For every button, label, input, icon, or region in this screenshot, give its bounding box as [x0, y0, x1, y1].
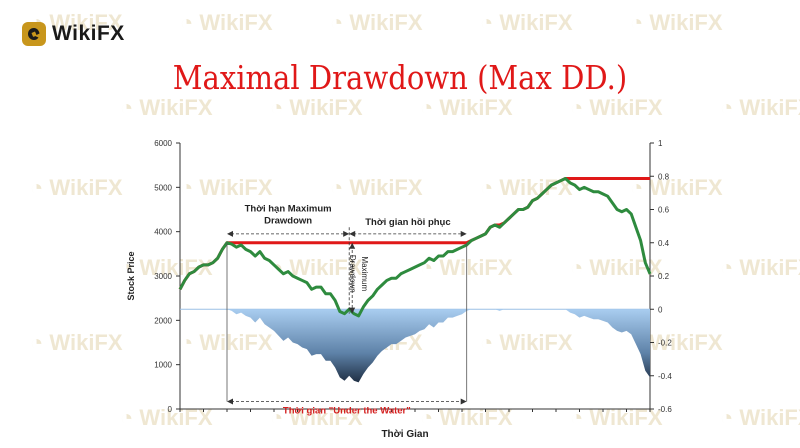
- watermark-text: ◔ WikiFX: [30, 175, 123, 200]
- y-axis-label: Stock Price: [126, 251, 136, 300]
- page-title: Maximal Drawdown (Max DD.): [172, 58, 628, 97]
- y2-tick-label: 1: [658, 139, 663, 148]
- watermark-text: ◔ WikiFX: [480, 175, 573, 200]
- y2-tick-label: 0: [658, 305, 663, 314]
- y-tick-label: 2000: [154, 316, 172, 325]
- watermark-text: ◔ WikiFX: [270, 95, 363, 120]
- y2-tick-label: 0.8: [658, 172, 670, 181]
- max-dd-arrow-head-top: [349, 242, 356, 249]
- watermark-text: ◔ WikiFX: [270, 255, 363, 280]
- y2-tick-label: 0.4: [658, 239, 670, 248]
- y2-tick-label: -0.2: [658, 339, 672, 348]
- watermark-text: ◔ WikiFX: [630, 10, 723, 35]
- underwater-arrow-head-right: [460, 398, 467, 405]
- max-dd-arrow-head-bottom: [349, 307, 356, 314]
- max-dd-period-arrow-head-right: [343, 230, 350, 237]
- watermark-text: ◔ WikiFX: [180, 175, 273, 200]
- y2-tick-label: -0.4: [658, 372, 672, 381]
- watermark-text: ◔ WikiFX: [720, 405, 800, 430]
- watermark-text: ◔ WikiFX: [570, 95, 663, 120]
- recovery-arrow-head-left: [349, 230, 356, 237]
- watermark-text: ◔ WikiFX: [120, 95, 213, 120]
- y2-tick-label: 0.2: [658, 272, 670, 281]
- watermark-text: ◔ WikiFX: [720, 255, 800, 280]
- y2-tick-label: 0.6: [658, 206, 670, 215]
- max-dd-period-label: Thời hạn Maximum Drawdown: [245, 204, 332, 227]
- x-axis-label: Thời Gian: [381, 429, 428, 440]
- underwater-label: Thời gian "Under the Water": [283, 405, 411, 416]
- y-tick-label: 0: [168, 405, 173, 414]
- y-tick-label: 3000: [154, 272, 172, 281]
- watermark-text: ◔ WikiFX: [480, 10, 573, 35]
- watermark-text: ◔ WikiFX: [480, 330, 573, 355]
- y-tick-label: 4000: [154, 228, 172, 237]
- watermark-text: ◔ WikiFX: [330, 175, 423, 200]
- max-dd-label: MaximumDrawdown: [348, 255, 369, 293]
- watermark-text: ◔ WikiFX: [420, 95, 513, 120]
- wikifx-logo-icon: [22, 22, 46, 46]
- brand-logo: WikiFX: [22, 22, 125, 46]
- y-tick-label: 1000: [154, 361, 172, 370]
- watermark-text: ◔ WikiFX: [180, 10, 273, 35]
- recovery-label: Thời gian hồi phục: [365, 217, 450, 228]
- underwater-arrow-head-left: [227, 398, 233, 405]
- stock-price-line: [178, 176, 652, 318]
- watermark-text: ◔ WikiFX: [330, 10, 423, 35]
- watermark-text: ◔ WikiFX: [30, 330, 123, 355]
- recovery-arrow-head-right: [460, 230, 467, 237]
- brand-name: WikiFX: [52, 22, 125, 45]
- y-tick-label: 5000: [154, 183, 172, 192]
- watermark-text: ◔ WikiFX: [720, 95, 800, 120]
- y2-tick-label: -0.6: [658, 405, 672, 414]
- watermark-text: ◔ WikiFX: [180, 330, 273, 355]
- max-dd-period-arrow-head-left: [227, 230, 233, 237]
- y-tick-label: 6000: [154, 139, 172, 148]
- peak-price-line: [178, 176, 650, 291]
- drawdown-area: [180, 309, 650, 383]
